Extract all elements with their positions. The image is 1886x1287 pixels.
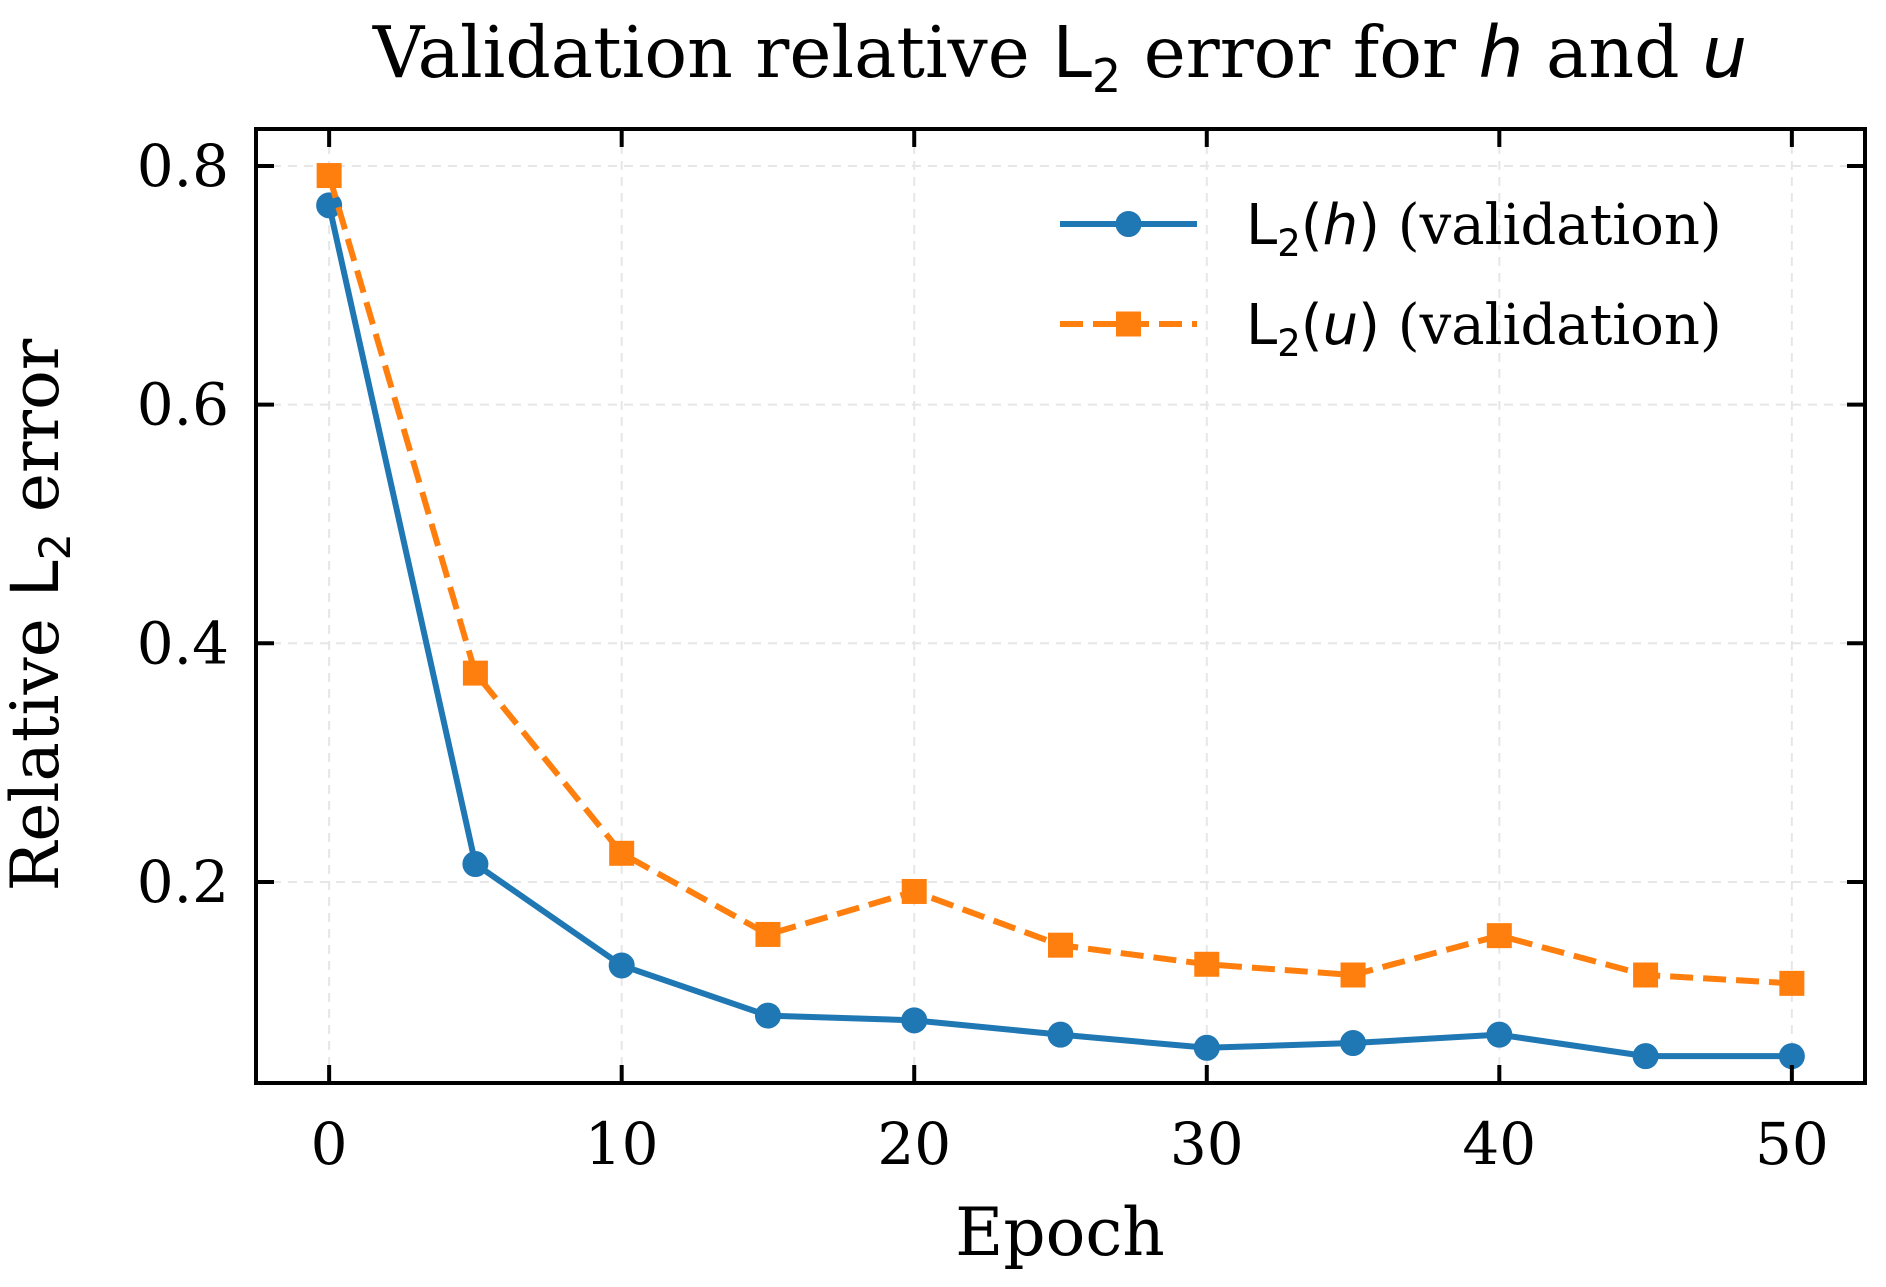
- series-u-point-25: [1048, 932, 1073, 958]
- y-axis-label-suffix: error: [0, 338, 74, 533]
- chart-title-metric: L: [1052, 11, 1092, 94]
- legend-label-h-variable: h: [1323, 193, 1359, 258]
- series-h-point-30: [1193, 1034, 1220, 1061]
- series-u-point-30: [1194, 951, 1220, 977]
- series-u-point-20: [901, 878, 927, 904]
- legend-label-u: L2(u) (validation): [1246, 293, 1722, 365]
- y-axis-label-metric: L: [0, 560, 74, 597]
- series-u-point-35: [1340, 962, 1366, 988]
- chart-title-metric-subscript: 2: [1092, 49, 1121, 103]
- chart-title-middle: error for: [1121, 11, 1478, 94]
- legend-label-u-variable: u: [1323, 293, 1359, 358]
- x-tick-label-20: 20: [877, 1110, 951, 1178]
- series-u-point-50: [1779, 970, 1805, 996]
- x-tick-label-30: 30: [1170, 1110, 1244, 1178]
- axis-layer: 0 10 20 30 40 50 0.2 0.4 0.6 0.8: [137, 127, 1867, 1178]
- legend-label-h-subscript: 2: [1277, 222, 1301, 265]
- legend-label-u-open: (: [1301, 293, 1323, 358]
- series-h-point-5: [462, 851, 489, 878]
- chart-title: Validation relative L2 error for h and u: [372, 11, 1747, 103]
- series-h-point-45: [1632, 1043, 1659, 1070]
- legend-layer: L2(h) (validation)L2(u) (validation): [1060, 193, 1722, 365]
- series-h-point-35: [1340, 1030, 1367, 1057]
- series-h-point-0: [316, 192, 343, 219]
- grid-layer: [256, 129, 1865, 1083]
- y-tick-label-0-6: 0.6: [137, 371, 229, 439]
- chart-title-conjunction: and: [1523, 11, 1702, 94]
- series-u-point-5: [462, 660, 488, 686]
- series-h-point-50: [1778, 1043, 1805, 1070]
- legend-marker-h: [1115, 211, 1142, 237]
- series-u-point-0: [316, 163, 342, 189]
- y-axis-label-metric-subscript: 2: [31, 533, 81, 560]
- legend-label-u-close: ): [1358, 293, 1380, 358]
- legend-label-h-open: (: [1301, 193, 1323, 258]
- plot-frame: [254, 127, 1867, 1085]
- series-u-point-45: [1633, 962, 1659, 988]
- legend-marker-u: [1116, 311, 1141, 337]
- x-tick-label-0: 0: [311, 1110, 348, 1178]
- legend-label-h: L2(h) (validation): [1246, 193, 1722, 265]
- y-tick-label-0-2: 0.2: [137, 848, 229, 916]
- x-tick-label-10: 10: [585, 1110, 659, 1178]
- series-u-point-10: [609, 840, 635, 866]
- legend-label-u-subscript: 2: [1277, 322, 1301, 365]
- chart-title-var-u: u: [1702, 11, 1747, 94]
- chart-title-prefix: Validation relative: [372, 11, 1053, 94]
- y-tick-label-0-8: 0.8: [137, 132, 229, 200]
- legend-label-h-close: ): [1358, 193, 1380, 258]
- series-h-point-10: [608, 952, 635, 979]
- series-layer: [316, 163, 1805, 1070]
- legend-label-u-suffix: (validation): [1380, 293, 1722, 358]
- series-u-point-40: [1486, 923, 1512, 949]
- x-tick-label-40: 40: [1462, 1110, 1536, 1178]
- x-tick-label-50: 50: [1755, 1110, 1829, 1178]
- y-axis-label-prefix: Relative: [0, 597, 74, 891]
- legend-label-u-metric: L: [1246, 293, 1277, 358]
- series-u-point-15: [755, 921, 781, 947]
- series-h-point-15: [754, 1002, 781, 1029]
- series-h-point-40: [1486, 1021, 1513, 1048]
- series-h-point-25: [1047, 1021, 1074, 1048]
- y-tick-label-0-4: 0.4: [137, 609, 229, 677]
- legend-label-h-metric: L: [1246, 193, 1277, 258]
- legend-label-h-suffix: (validation): [1380, 193, 1722, 258]
- series-h-point-20: [901, 1007, 928, 1034]
- x-axis-label: Epoch: [955, 1194, 1165, 1271]
- y-axis-label: Relative L2 error: [0, 338, 81, 891]
- chart-title-var-h: h: [1478, 11, 1523, 94]
